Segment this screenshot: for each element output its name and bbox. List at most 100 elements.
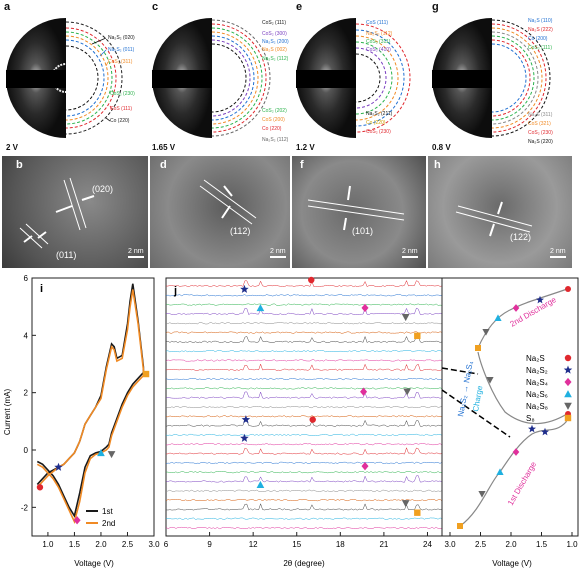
xrd-legend-marker-triangle-down	[564, 402, 572, 410]
xrd-marker-triangle	[256, 480, 265, 488]
saed-label-a-1: Na₂S₂ (011)	[108, 47, 135, 53]
cv-marker-star	[54, 462, 63, 471]
xrd-legend-label: Na₂S₈	[526, 402, 548, 411]
saed-label-a-4: CoS (111)	[110, 106, 133, 112]
vp-marker-square	[457, 523, 463, 529]
cv-xtick-label: 3.0	[148, 540, 160, 549]
xrd-trace	[165, 419, 442, 427]
vp-marker-triangle-down	[486, 377, 494, 384]
xrd-marker-triangle-down	[403, 388, 411, 396]
cv-ylabel: Current (mA)	[3, 389, 12, 436]
xrd-marker-diamond	[361, 303, 369, 313]
cv-plot-frame	[31, 277, 155, 537]
cv-xtick-label: 2.5	[122, 540, 134, 549]
vp-xtick-label: 1.0	[566, 540, 578, 549]
guide-line-upper	[441, 367, 479, 375]
cv-ytick-label: 6	[24, 274, 29, 283]
saed-label-c-1: CoS₂ (300)	[262, 31, 287, 37]
vp-annotations: 2nd Discharge Na₂S₂ → Na₂S₄ Charge 1st D…	[456, 295, 558, 507]
saed-label-c-6: CoS (200)	[262, 117, 285, 123]
saed-label-c-5: CoS₂ (202)	[262, 108, 287, 114]
annot-1st-discharge: 1st Discharge	[506, 460, 539, 507]
cv-xtick-label: 1.0	[42, 540, 54, 549]
hkl-b-0: (020)	[92, 184, 114, 194]
cv-legend-1st: 1st	[102, 507, 113, 516]
saed-label-c-4: Na₂S₂ (112)	[262, 56, 289, 62]
cv-xtick-label: 2.0	[95, 540, 107, 549]
voltage-label-g: 0.8 V	[432, 143, 451, 152]
vp-marker-diamond	[512, 448, 520, 456]
cv-legend: 1st 2nd	[86, 507, 115, 528]
saed-label-a-0: Na₂S₂ (020)	[108, 35, 135, 41]
vp-xtick-label: 2.5	[475, 540, 487, 549]
xrd-trace	[165, 363, 443, 371]
hkl-b-1: (011)	[56, 250, 77, 260]
saed-label-a-3: CoS₂ (230)	[110, 91, 135, 97]
xrd-xtick-label: 24	[423, 540, 432, 549]
panel-label-d: d	[160, 159, 167, 171]
annot-charge: Charge	[471, 384, 485, 412]
vp-xlabel: Voltage (V)	[492, 559, 532, 568]
xrd-marker-circle	[309, 416, 316, 423]
xrd-xtick-label: 9	[207, 540, 212, 549]
saed-label-c-2: Na₂S₂ (200)	[262, 39, 289, 45]
hkl-f-0: (101)	[352, 226, 374, 236]
scale-bar-h	[550, 256, 566, 258]
discharge-1-curve	[459, 411, 571, 527]
saed-label-c-8: Na₂S₂ (112)	[262, 137, 289, 143]
saed-label-c-7: Co (220)	[262, 126, 282, 132]
saed-label-e-1: Na₂S₂ (112)	[366, 31, 393, 37]
scale-text-f: 2 nm	[402, 248, 418, 255]
xrd-marker-triangle-down	[401, 314, 410, 322]
xrd-legend-label: Na₂S	[526, 354, 545, 363]
vp-marker-triangle-down	[482, 329, 490, 336]
saed-pattern-a	[6, 18, 123, 138]
saed-label-g-2: Co (200)	[528, 36, 548, 42]
hkl-d-0: (112)	[230, 226, 251, 236]
saed-label-e-4: Na₂S₂ (211)	[366, 111, 393, 117]
xrd-marker-circle	[308, 276, 315, 284]
charge-curve	[477, 351, 571, 425]
hrtem-image-b: b (020) (011) 2 nm	[2, 156, 148, 268]
vp-marker-circle	[565, 286, 571, 292]
saed-label-g-0: Na₂S (110)	[528, 18, 553, 24]
voltage-label-a: 2 V	[6, 143, 19, 152]
xrd-marker-triangle	[256, 304, 265, 312]
xrd-chart: 6 9 12 15 18 21 24 2θ (degree) j 2nd Discharge…	[164, 276, 579, 568]
saed-label-g-4: Na₂S (311)	[528, 112, 553, 118]
xrd-trace	[166, 517, 443, 520]
scale-bar-d	[270, 256, 286, 258]
xrd-xtick-label: 6	[164, 540, 169, 549]
xrd-trace	[165, 322, 443, 325]
scale-bar-f	[402, 256, 418, 258]
vp-marker-square	[475, 345, 481, 351]
cv-ytick-label: 4	[24, 331, 29, 340]
xrd-trace	[165, 387, 443, 390]
saed-label-g-1: Na₂S (222)	[528, 27, 553, 33]
xrd-legend: Na₂S Na₂S₂ Na₂S₄ Na₂S₆ Na₂S₈ S₈	[526, 354, 573, 423]
cv-ytick-label: -2	[21, 503, 29, 512]
xrd-trace	[165, 447, 443, 455]
xrd-marker-star	[240, 284, 249, 293]
vp-marker-diamond	[512, 304, 520, 312]
saed-label-a-2: CoS₂ (311)	[108, 59, 133, 65]
cv-marker-square	[142, 370, 150, 378]
hrtem-image-f: f (101) 2 nm	[292, 156, 426, 268]
saed-pattern-e	[296, 18, 411, 138]
xrd-xtick-label: 18	[336, 540, 345, 549]
hkl-h-0: (122)	[510, 232, 532, 242]
xrd-trace	[165, 433, 443, 436]
panel-label-a: a	[4, 1, 11, 13]
xrd-trace	[165, 526, 443, 530]
xrd-trace	[165, 503, 443, 511]
lattice-fringes-h	[455, 201, 533, 237]
xrd-trace	[165, 331, 443, 334]
cv-ytick-label: 0	[24, 446, 29, 455]
hrtem-image-d: d (112) 2 nm	[150, 156, 290, 268]
cv-xtick-label: 1.5	[69, 540, 81, 549]
panel-label-j: j	[173, 285, 177, 297]
scale-bar-b	[128, 256, 144, 258]
xrd-trace	[165, 359, 443, 362]
cv-chart: 1.0 1.5 2.0 2.5 3.0 -2 0 2 4 6 Voltage (V) Curren…	[3, 274, 160, 568]
xrd-legend-label: Na₂S₂	[526, 366, 548, 375]
